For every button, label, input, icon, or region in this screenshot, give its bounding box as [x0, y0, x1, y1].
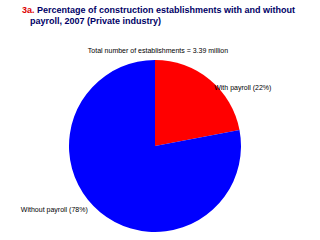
slice-label: With payroll (22%) [214, 84, 271, 92]
title-line: 3a. Percentage of construction establish… [22, 5, 295, 15]
chart: 3a. Percentage of construction establish… [0, 0, 320, 240]
title-line: payroll, 2007 (Private industry) [30, 16, 161, 26]
title-text: Percentage of construction establishment… [35, 5, 296, 15]
title: 3a. Percentage of construction establish… [22, 5, 295, 26]
title-number: 3a. [22, 5, 35, 15]
subtitle: Total number of establishments = 3.39 mi… [88, 47, 228, 54]
slice-label: Without payroll (78%) [21, 206, 88, 214]
